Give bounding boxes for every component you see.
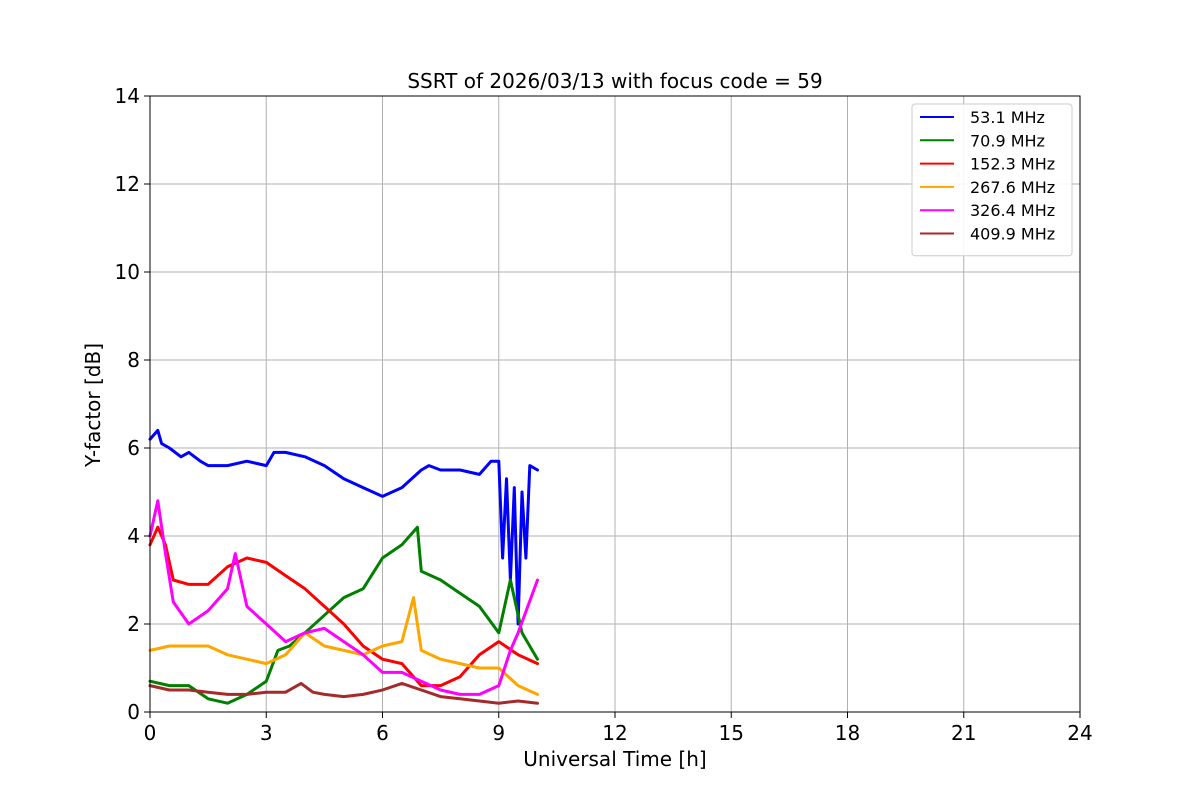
legend-label: 152.3 MHz: [970, 155, 1055, 174]
y-tick-label: 4: [127, 524, 140, 548]
x-tick-label: 6: [376, 721, 389, 745]
legend-label: 70.9 MHz: [970, 131, 1045, 150]
y-axis-ticks: 0 2 4 6 8 10 12 14: [115, 84, 150, 724]
series-line-6: [148, 681, 539, 705]
x-axis-ticks: 0 3 6 9 12 15 18 21 24: [144, 712, 1093, 745]
series-line-5: [148, 499, 539, 696]
series-line-4: [148, 596, 539, 696]
series-line-1: [148, 428, 539, 626]
x-tick-label: 3: [260, 721, 273, 745]
chart-title: SSRT of 2026/03/13 with focus code = 59: [407, 69, 822, 93]
y-tick-label: 6: [127, 436, 140, 460]
series-line-2: [148, 525, 539, 705]
y-tick-label: 2: [127, 612, 140, 636]
y-tick-label: 8: [127, 348, 140, 372]
series-group: [148, 428, 539, 705]
x-tick-label: 0: [144, 721, 157, 745]
y-tick-label: 0: [127, 700, 140, 724]
legend-label: 267.6 MHz: [970, 178, 1055, 197]
y-axis-label: Y-factor [dB]: [81, 343, 105, 468]
x-tick-label: 24: [1067, 721, 1092, 745]
legend-label: 409.9 MHz: [970, 225, 1055, 244]
legend-label: 53.1 MHz: [970, 108, 1045, 127]
legend-box: [911, 103, 1073, 257]
series-line-3: [148, 525, 539, 688]
legend: 53.1 MHz 70.9 MHz 152.3 MHz 267.6 MHz 326.4…: [911, 103, 1073, 257]
y-tick-label: 10: [115, 260, 140, 284]
y-tick-label: 14: [115, 84, 140, 108]
x-axis-label: Universal Time [h]: [523, 747, 706, 771]
x-tick-label: 21: [951, 721, 976, 745]
x-tick-label: 15: [719, 721, 744, 745]
legend-label: 326.4 MHz: [970, 201, 1055, 220]
x-tick-label: 18: [835, 721, 860, 745]
x-tick-label: 12: [602, 721, 627, 745]
y-tick-label: 12: [115, 172, 140, 196]
x-tick-label: 9: [492, 721, 505, 745]
